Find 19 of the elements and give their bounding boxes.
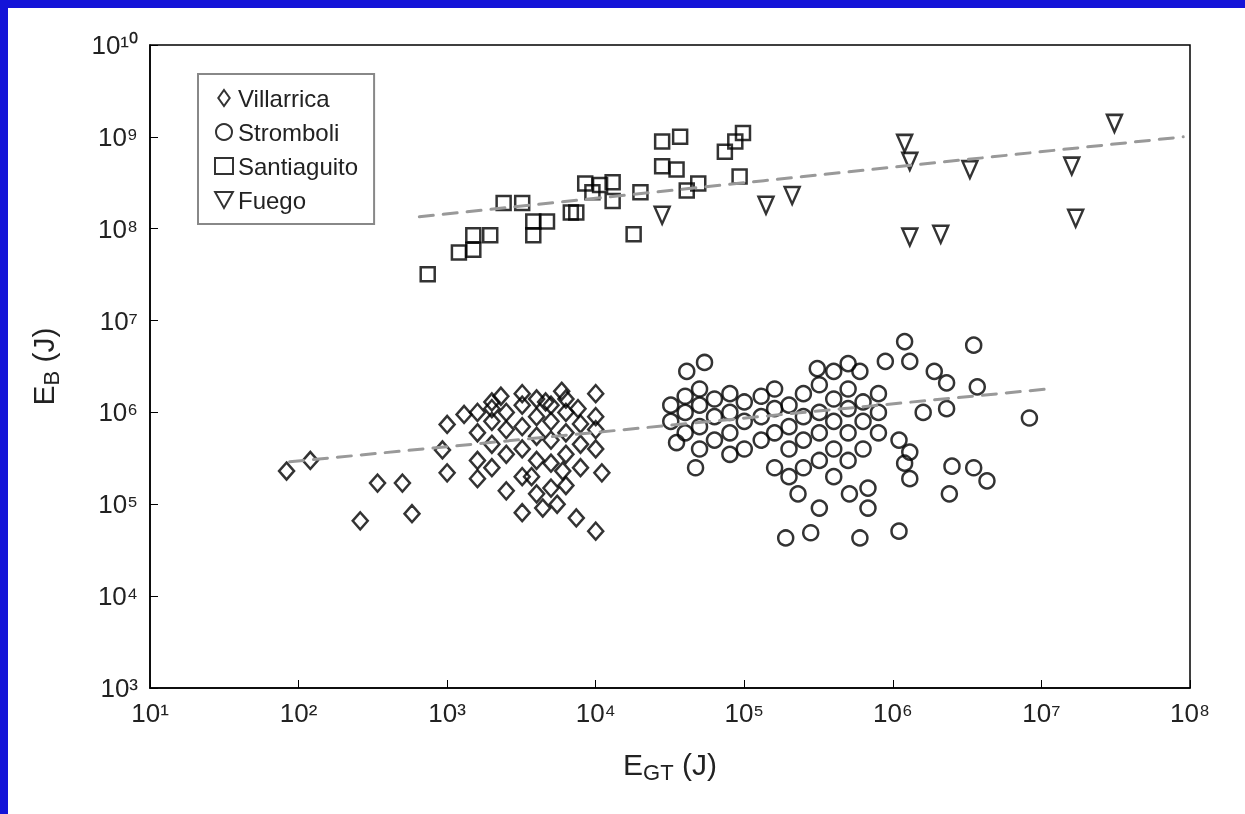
y-tick-label: 10⁵: [98, 489, 138, 520]
legend-label: Santiaguito: [238, 152, 359, 180]
legend-label: Fuego: [238, 186, 307, 214]
y-axis-title: EB (J): [27, 327, 64, 406]
x-tick-label: 10⁴: [575, 698, 616, 728]
x-tick-label: 10²: [279, 698, 318, 728]
legend-label: Villarrica: [238, 84, 331, 112]
x-tick-label: 10⁷: [1022, 698, 1061, 728]
y-tick-label: 10¹⁰: [91, 30, 138, 60]
y-tick-label: 10⁴: [97, 581, 138, 612]
y-tick-label: 10⁷: [99, 305, 138, 336]
x-tick-label: 10⁵: [724, 698, 765, 728]
y-tick-label: 10⁶: [98, 397, 138, 428]
x-tick-label: 10³: [428, 698, 467, 728]
y-tick-label: 10⁸: [98, 213, 138, 244]
legend-label: Stromboli: [238, 118, 340, 146]
x-tick-label: 10⁶: [873, 698, 913, 728]
y-tick-label: 10⁹: [97, 121, 138, 152]
x-tick-label: 10⁸: [1170, 698, 1210, 728]
